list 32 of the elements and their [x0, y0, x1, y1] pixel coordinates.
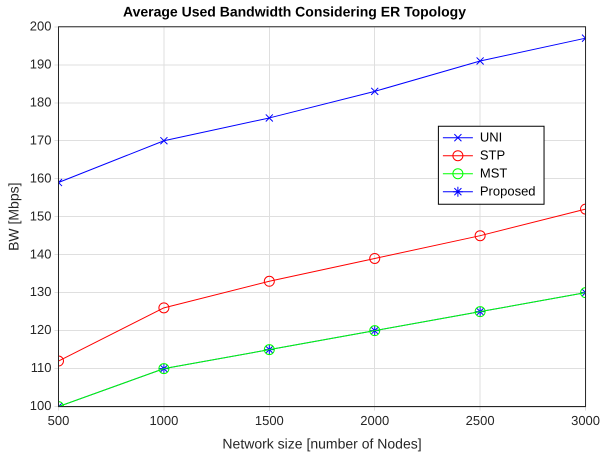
y-tick-label: 180 — [30, 94, 52, 110]
y-tick-label: 110 — [30, 360, 52, 376]
point — [265, 114, 274, 122]
y-tick-label: 170 — [30, 132, 52, 148]
point — [474, 230, 486, 242]
legend-label: Proposed — [480, 183, 536, 198]
y-tick-label: 160 — [30, 170, 52, 186]
chart-title: Average Used Bandwidth Considering ER Topology — [122, 3, 466, 20]
point — [370, 87, 379, 96]
y-tick-label: 130 — [30, 284, 52, 300]
legend-label: UNI — [480, 129, 502, 144]
point — [476, 56, 484, 66]
point — [369, 252, 380, 264]
y-tick-label: 150 — [30, 208, 52, 224]
point — [158, 302, 170, 314]
y-tick-label: 140 — [30, 246, 52, 262]
y-tick-label: 100 — [30, 398, 52, 414]
y-axis-title: BW [Mbps] — [5, 182, 22, 251]
y-tick-label: 190 — [30, 56, 52, 72]
x-tick-label: 1000 — [149, 412, 178, 428]
legend-label: STP — [480, 147, 506, 162]
x-tick-label: 2500 — [466, 412, 495, 428]
x-tick-label: 500 — [48, 412, 70, 428]
x-axis-title: Network size [number of Nodes] — [222, 435, 422, 452]
x-tick-label: 3000 — [571, 412, 600, 428]
point — [264, 276, 275, 287]
x-tick-label: 2000 — [360, 412, 390, 428]
y-tick-label: 120 — [30, 322, 52, 338]
y-tick-label: 200 — [30, 18, 52, 34]
x-tick-label: 1500 — [254, 412, 284, 428]
legend-label: MST — [480, 165, 508, 180]
point — [160, 136, 168, 145]
